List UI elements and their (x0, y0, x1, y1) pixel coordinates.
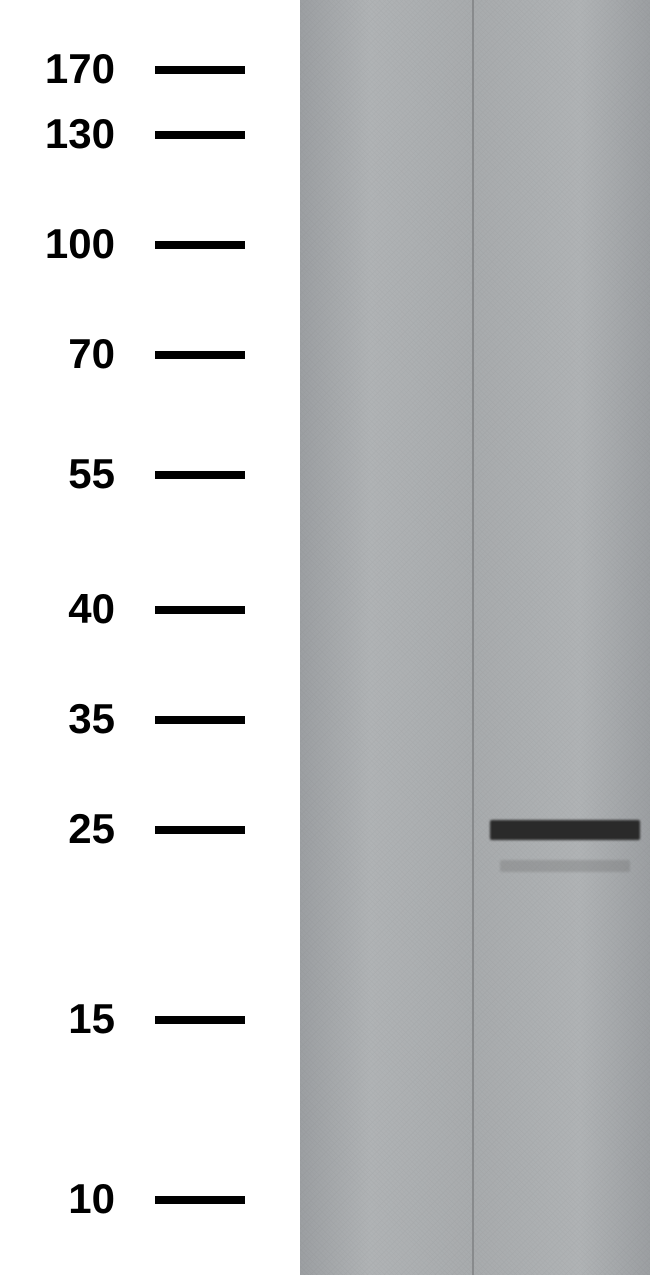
mw-marker-line-15 (155, 1016, 245, 1024)
band-lane2-1 (490, 820, 640, 840)
mw-marker-line-130 (155, 131, 245, 139)
mw-marker-line-25 (155, 826, 245, 834)
mw-marker-label-130: 130 (0, 110, 115, 158)
mw-marker-label-25: 25 (0, 805, 115, 853)
mw-marker-line-100 (155, 241, 245, 249)
mw-marker-label-15: 15 (0, 995, 115, 1043)
western-blot-figure: 170 130 100 70 55 40 35 25 15 10 (0, 0, 650, 1275)
lane-divider (472, 0, 474, 1275)
mw-marker-label-55: 55 (0, 450, 115, 498)
mw-marker-line-55 (155, 471, 245, 479)
lane-1 (300, 0, 470, 1275)
mw-marker-label-100: 100 (0, 220, 115, 268)
mw-marker-label-170: 170 (0, 45, 115, 93)
blot-membrane (300, 0, 650, 1275)
mw-marker-line-10 (155, 1196, 245, 1204)
mw-marker-line-35 (155, 716, 245, 724)
mw-marker-label-40: 40 (0, 585, 115, 633)
mw-marker-line-40 (155, 606, 245, 614)
mw-marker-line-170 (155, 66, 245, 74)
band-lane2-2 (500, 860, 630, 872)
mw-marker-label-70: 70 (0, 330, 115, 378)
mw-marker-line-70 (155, 351, 245, 359)
mw-marker-label-10: 10 (0, 1175, 115, 1223)
lane-2 (480, 0, 650, 1275)
mw-marker-label-35: 35 (0, 695, 115, 743)
